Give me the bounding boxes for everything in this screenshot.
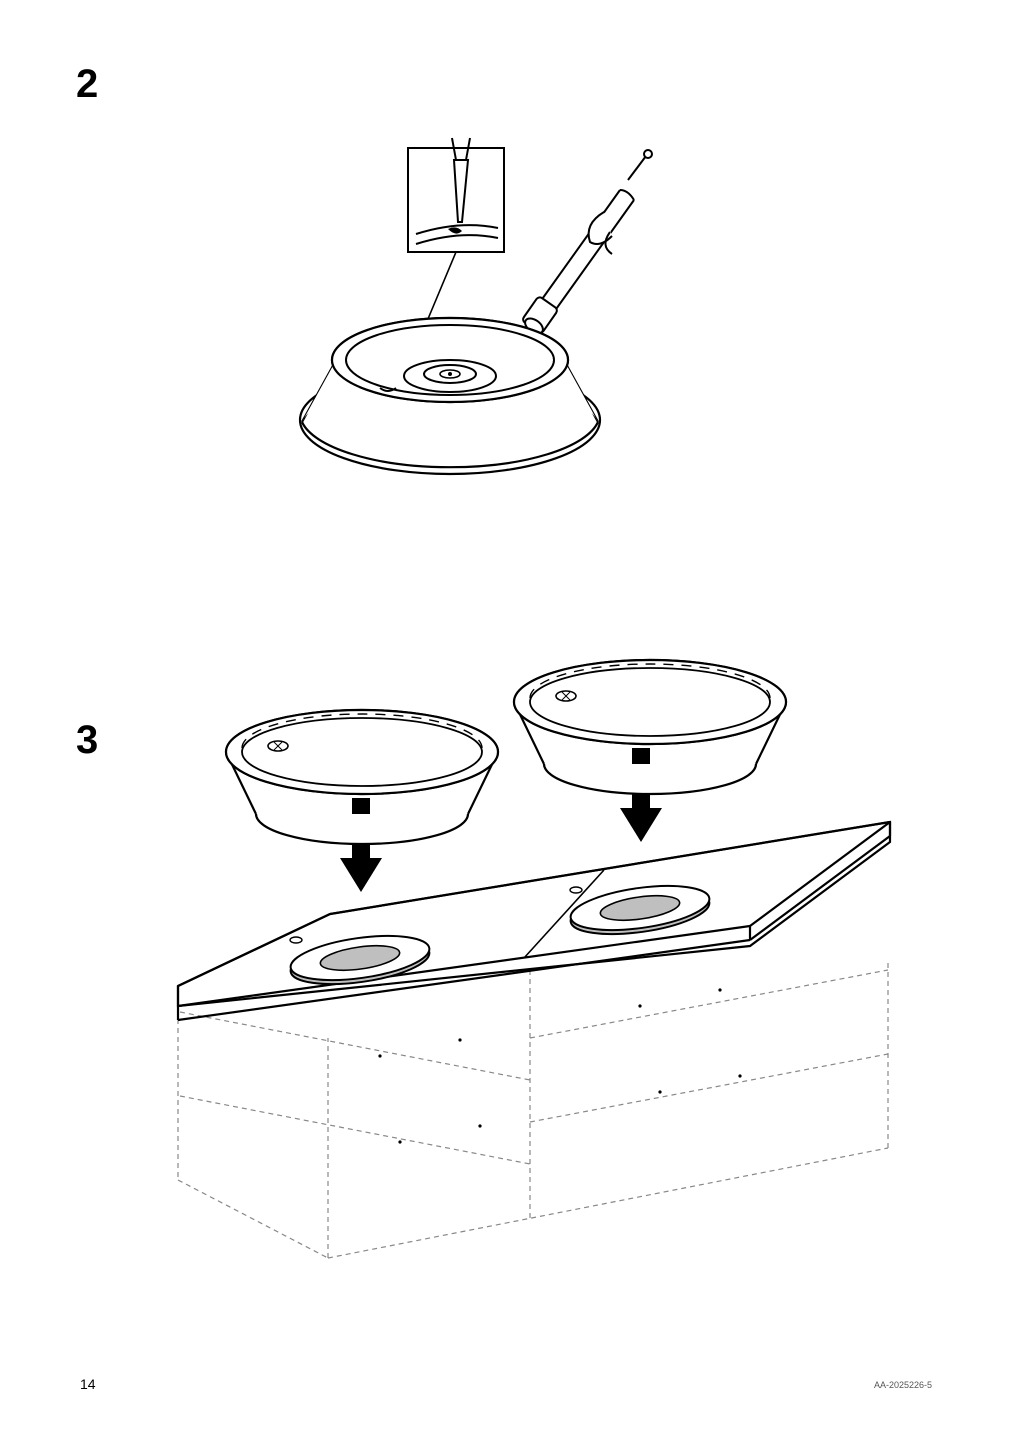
- instruction-page: 2: [0, 0, 1012, 1432]
- step-2-number: 2: [76, 62, 98, 107]
- step-3-illustration: [130, 640, 920, 1280]
- step-2-illustration: [290, 120, 690, 490]
- step-3-number: 3: [76, 718, 98, 763]
- page-number: 14: [80, 1376, 96, 1392]
- document-id: AA-2025226-5: [874, 1380, 932, 1390]
